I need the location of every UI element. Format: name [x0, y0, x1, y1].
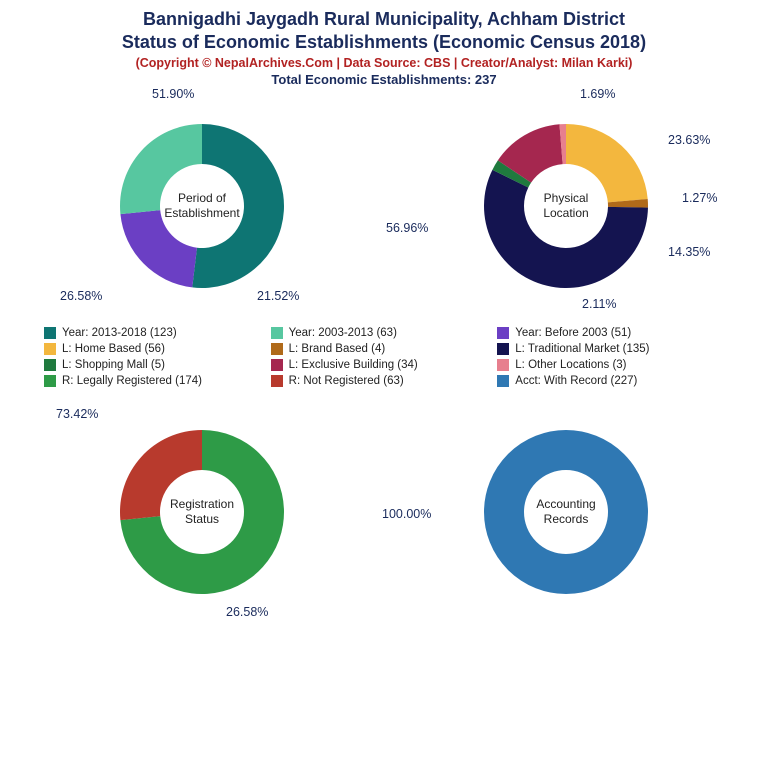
legend-swatch [497, 327, 509, 339]
pct-label: 51.90% [152, 87, 194, 101]
legend-item: L: Shopping Mall (5) [44, 357, 271, 373]
legend-text: Year: Before 2003 (51) [515, 327, 631, 339]
legend-swatch [271, 327, 283, 339]
legend-text: L: Home Based (56) [62, 343, 165, 355]
pct-label: 2.11% [582, 297, 617, 311]
donut-accounting: AccountingRecords100.00% [396, 397, 736, 627]
legend-text: Year: 2003-2013 (63) [289, 327, 397, 339]
copyright-line: (Copyright © NepalArchives.Com | Data So… [10, 56, 758, 70]
pct-label: 26.58% [60, 289, 102, 303]
header: Bannigadhi Jaygadh Rural Municipality, A… [0, 0, 768, 91]
legend-item: L: Other Locations (3) [497, 357, 724, 373]
pct-label: 26.58% [226, 605, 268, 619]
donut-registration: RegistrationStatus73.42%26.58% [32, 397, 372, 627]
total-line: Total Economic Establishments: 237 [10, 72, 758, 87]
donut-location: PhysicalLocation23.63%1.69%56.96%2.11%14… [396, 91, 736, 321]
legend-item: L: Home Based (56) [44, 341, 271, 357]
legend-swatch [271, 375, 283, 387]
pct-label: 73.42% [56, 407, 98, 421]
legend: Year: 2013-2018 (123) Year: 2003-2013 (63… [0, 321, 768, 397]
legend-text: R: Legally Registered (174) [62, 375, 202, 387]
legend-item: Year: 2003-2013 (63) [271, 325, 498, 341]
legend-text: L: Brand Based (4) [289, 343, 386, 355]
legend-swatch [271, 343, 283, 355]
legend-swatch [497, 343, 509, 355]
legend-swatch [44, 327, 56, 339]
title-line-1: Bannigadhi Jaygadh Rural Municipality, A… [10, 8, 758, 31]
legend-swatch [497, 359, 509, 371]
legend-text: L: Other Locations (3) [515, 359, 626, 371]
charts-row-top: Period ofEstablishment51.90%21.52%26.58%… [0, 91, 768, 321]
donut-period: Period ofEstablishment51.90%21.52%26.58% [32, 91, 372, 321]
legend-swatch [271, 359, 283, 371]
legend-swatch [44, 343, 56, 355]
legend-text: Year: 2013-2018 (123) [62, 327, 177, 339]
legend-text: Acct: With Record (227) [515, 375, 637, 387]
charts-row-bottom: RegistrationStatus73.42%26.58% Accountin… [0, 397, 768, 627]
legend-text: L: Traditional Market (135) [515, 343, 649, 355]
legend-text: L: Exclusive Building (34) [289, 359, 418, 371]
legend-item: R: Legally Registered (174) [44, 373, 271, 389]
pct-label: 21.52% [257, 289, 299, 303]
legend-item: L: Brand Based (4) [271, 341, 498, 357]
legend-item: L: Traditional Market (135) [497, 341, 724, 357]
legend-swatch [44, 359, 56, 371]
pct-label: 56.96% [386, 221, 428, 235]
legend-item: Acct: With Record (227) [497, 373, 724, 389]
pct-label: 14.35% [668, 245, 710, 259]
legend-item: R: Not Registered (63) [271, 373, 498, 389]
legend-swatch [44, 375, 56, 387]
pct-label: 1.69% [580, 87, 615, 101]
legend-item: Year: 2013-2018 (123) [44, 325, 271, 341]
legend-text: L: Shopping Mall (5) [62, 359, 165, 371]
legend-swatch [497, 375, 509, 387]
title-line-2: Status of Economic Establishments (Econo… [10, 31, 758, 54]
pct-label: 100.00% [382, 507, 431, 521]
legend-item: Year: Before 2003 (51) [497, 325, 724, 341]
legend-text: R: Not Registered (63) [289, 375, 404, 387]
legend-item: L: Exclusive Building (34) [271, 357, 498, 373]
pct-label: 1.27% [682, 191, 717, 205]
pct-label: 23.63% [668, 133, 710, 147]
